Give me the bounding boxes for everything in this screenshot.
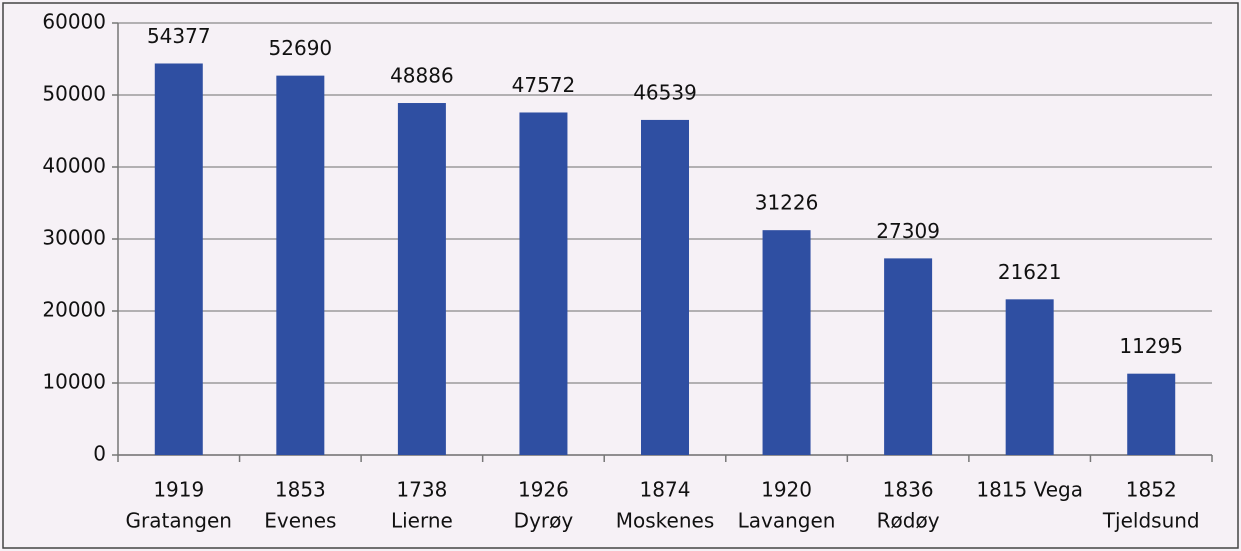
x-tick-label: 1874 <box>640 478 691 502</box>
bar <box>154 63 203 456</box>
x-tick-label: Dyrøy <box>514 509 574 533</box>
y-tick-label: 60000 <box>42 10 106 34</box>
bar <box>641 119 689 456</box>
data-label: 48886 <box>390 64 454 88</box>
bar <box>276 75 325 455</box>
x-tick-label: Moskenes <box>616 509 715 533</box>
data-label: 52690 <box>269 36 333 60</box>
data-label: 27309 <box>876 219 940 243</box>
x-tick-label: 1852 <box>1126 478 1177 502</box>
x-tick-label: 1836 <box>883 478 934 502</box>
y-tick-label: 0 <box>93 442 106 466</box>
x-tick-label: 1919 <box>153 478 204 502</box>
data-label: 47572 <box>512 73 576 97</box>
bar <box>1005 299 1054 455</box>
y-tick-label: 20000 <box>42 298 106 322</box>
data-label: 46539 <box>633 80 697 104</box>
data-label: 21621 <box>998 260 1062 284</box>
x-tick-label: 1920 <box>761 478 812 502</box>
x-tick-label: Gratangen <box>126 509 232 533</box>
x-tick-label: Lierne <box>391 509 453 533</box>
bar <box>397 103 446 455</box>
bar <box>762 230 811 455</box>
bar <box>1127 373 1176 455</box>
x-tick-label: Lavangen <box>738 509 836 533</box>
y-tick-label: 50000 <box>42 82 106 106</box>
x-tick-label: Rødøy <box>877 509 940 533</box>
x-tick-label: Evenes <box>264 509 336 533</box>
data-label: 54377 <box>147 24 211 48</box>
y-tick-label: 30000 <box>42 226 106 250</box>
x-tick-label: 1815 Vega <box>976 478 1083 502</box>
bar <box>884 258 933 455</box>
bar <box>519 112 568 455</box>
y-tick-label: 10000 <box>42 370 106 394</box>
x-tick-label: Tjeldsund <box>1102 509 1200 533</box>
x-tick-label: 1926 <box>518 478 569 502</box>
x-tick-label: 1738 <box>396 478 447 502</box>
y-tick-label: 40000 <box>42 154 106 178</box>
x-tick-label: 1853 <box>275 478 326 502</box>
data-label: 11295 <box>1119 334 1183 358</box>
data-label: 31226 <box>755 191 819 215</box>
